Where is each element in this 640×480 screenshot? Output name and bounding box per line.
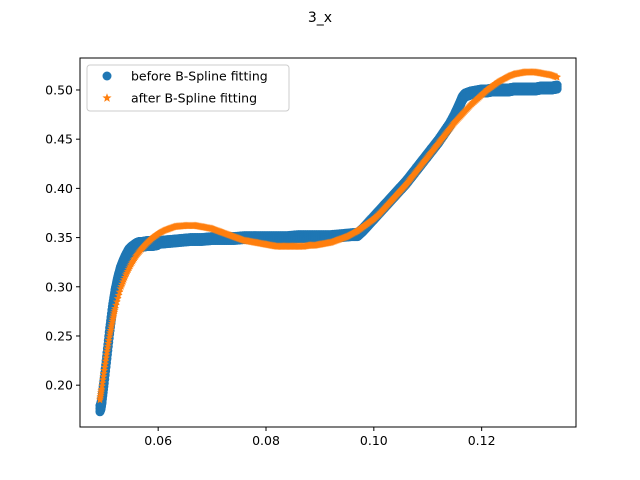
data-point bbox=[98, 375, 107, 384]
data-point bbox=[102, 350, 111, 359]
x-tick-label: 0.08 bbox=[252, 433, 280, 448]
y-tick-label: 0.50 bbox=[45, 82, 73, 97]
data-point bbox=[103, 344, 112, 353]
legend-marker-before bbox=[102, 71, 112, 81]
data-point bbox=[103, 341, 112, 350]
y-tick-label: 0.40 bbox=[45, 181, 73, 196]
data-point bbox=[98, 378, 107, 387]
legend: before B-Spline fitting after B-Spline f… bbox=[86, 64, 290, 112]
data-point bbox=[99, 369, 108, 377]
data-point bbox=[112, 297, 121, 306]
data-point bbox=[97, 384, 106, 393]
data-point bbox=[113, 294, 122, 302]
legend-label-before: before B-Spline fitting bbox=[131, 69, 268, 84]
data-point bbox=[102, 353, 111, 362]
chart-title: 3_x bbox=[308, 10, 332, 26]
data-point bbox=[115, 287, 124, 296]
y-tick-label: 0.30 bbox=[45, 279, 73, 294]
legend-marker-after bbox=[102, 93, 112, 102]
series-before bbox=[95, 80, 562, 417]
y-tick-label: 0.20 bbox=[45, 378, 73, 393]
data-point bbox=[101, 359, 110, 368]
data-point bbox=[104, 336, 113, 344]
data-point bbox=[100, 366, 109, 374]
data-point bbox=[99, 372, 108, 381]
data-point bbox=[553, 72, 562, 81]
axes-frame bbox=[79, 57, 577, 428]
data-point bbox=[104, 339, 113, 347]
data-point bbox=[111, 300, 120, 309]
x-tick-label: 0.10 bbox=[360, 433, 388, 448]
legend-box bbox=[86, 64, 290, 112]
data-point bbox=[111, 304, 120, 312]
data-point bbox=[114, 291, 123, 299]
x-tick-label: 0.12 bbox=[468, 433, 496, 448]
data-point bbox=[101, 356, 110, 365]
y-tick-label: 0.45 bbox=[45, 132, 73, 147]
x-axis: 0.06 0.08 0.10 0.12 bbox=[144, 427, 496, 448]
legend-label-after: after B-Spline fitting bbox=[131, 91, 257, 106]
data-point bbox=[98, 381, 107, 390]
y-tick-label: 0.35 bbox=[45, 230, 73, 245]
series-layer bbox=[95, 68, 562, 417]
x-tick-label: 0.06 bbox=[144, 433, 172, 448]
series-after bbox=[95, 68, 562, 404]
data-point bbox=[102, 347, 111, 356]
y-tick-label: 0.25 bbox=[45, 328, 73, 343]
y-axis: 0.20 0.25 0.30 0.35 0.40 0.45 0.50 bbox=[45, 82, 80, 393]
data-point bbox=[552, 84, 562, 94]
data-point bbox=[100, 363, 109, 371]
data-point bbox=[105, 333, 114, 342]
